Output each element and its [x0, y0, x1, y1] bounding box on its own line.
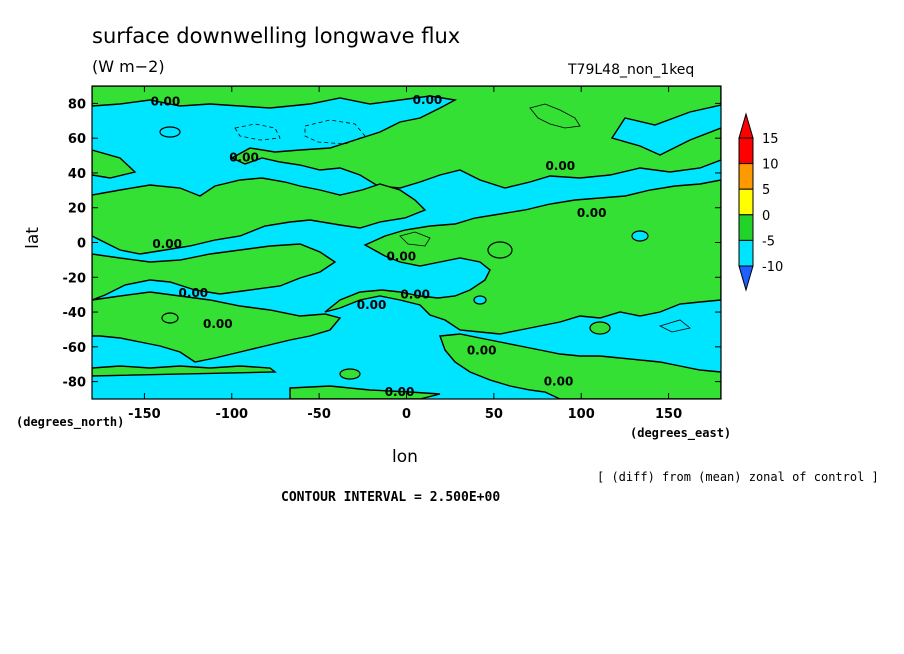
thin-contour — [529, 103, 581, 129]
contour-label: 0.00 — [152, 237, 182, 251]
contour-label: 0.00 — [577, 206, 607, 220]
y-tick-label: -80 — [63, 376, 87, 391]
colorbar-segment — [738, 214, 754, 241]
y-tick-label: 60 — [68, 132, 86, 147]
x-tick-label: 50 — [485, 407, 503, 422]
negative-blob — [631, 230, 649, 242]
positive-region-antarctic — [289, 385, 441, 399]
x-tick-label: 150 — [655, 407, 682, 422]
positive-blob — [589, 321, 611, 335]
negative-blob — [159, 126, 181, 138]
colorbar-label: -10 — [762, 260, 783, 275]
axes: -150 -100 -50 0 50 100 150 80 60 40 20 0 -20 -40 -60 -8… — [63, 86, 721, 422]
positive-region-west — [92, 177, 427, 255]
thin-contour — [399, 231, 431, 247]
colorbar-label: 10 — [762, 158, 779, 173]
y-tick-label: 80 — [68, 97, 86, 112]
dashed-contour — [234, 123, 281, 141]
colorbar-segment — [738, 137, 754, 165]
colorbar: 15 10 5 0 -5 -10 — [738, 112, 783, 292]
contour-labels: 0.00 0.00 0.00 0.00 0.00 0.00 0.00 0.00 0.00 0.00… — [151, 93, 607, 399]
contour-label: 0.00 — [385, 385, 415, 399]
x-tick-label: 0 — [402, 407, 411, 422]
contour-label: 0.00 — [179, 286, 209, 300]
positive-blob — [487, 241, 513, 259]
x-tick-label: 100 — [568, 407, 595, 422]
contour-label: 0.00 — [545, 159, 575, 173]
thin-contour — [658, 319, 691, 333]
chart-title: surface downwelling longwave flux — [92, 24, 461, 48]
colorbar-segment — [738, 239, 754, 267]
contour-label: 0.00 — [229, 150, 259, 164]
positive-blob — [161, 312, 179, 324]
x-tick-label: -50 — [307, 407, 331, 422]
colorbar-label: 0 — [762, 209, 770, 224]
diff-annotation: [ (diff) from (mean) zonal of control ] — [597, 470, 879, 484]
contour-label: 0.00 — [203, 317, 233, 331]
dashed-contour — [304, 119, 366, 145]
contour-label: 0.00 — [467, 343, 497, 357]
colorbar-label: -5 — [762, 234, 775, 249]
run-label: T79L48_non_1keq — [568, 62, 695, 78]
positive-region-south-west — [92, 291, 342, 363]
x-axis-units: (degrees_east) — [630, 426, 732, 440]
positive-region-north-small — [92, 149, 137, 179]
colorbar-label: 15 — [762, 132, 779, 147]
y-axis-units: (degrees_north) — [16, 415, 125, 429]
contour-label: 0.00 — [400, 288, 430, 302]
colorbar-segment — [738, 188, 754, 216]
y-tick-label: 0 — [77, 237, 86, 252]
contour-interval: CONTOUR INTERVAL = 2.500E+00 — [281, 490, 501, 505]
positive-region-north — [92, 86, 721, 189]
positive-regions — [92, 86, 721, 399]
contour-label: 0.00 — [151, 95, 181, 109]
contour-label: 0.00 — [386, 249, 416, 263]
colorbar-label: 5 — [762, 183, 770, 198]
positive-region-south-east — [439, 333, 721, 399]
positive-blob — [339, 368, 361, 380]
colorbar-over-triangle — [738, 112, 754, 139]
y-tick-label: 20 — [68, 202, 86, 217]
contour-label: 0.00 — [357, 298, 387, 312]
positive-region-east — [324, 179, 721, 335]
y-tick-label: 40 — [68, 167, 86, 182]
x-tick-label: -100 — [216, 407, 249, 422]
x-axis-label: lon — [392, 447, 418, 467]
contour-label: 0.00 — [544, 375, 574, 389]
y-tick-label: -20 — [63, 271, 87, 286]
positive-region-mid — [92, 243, 337, 301]
y-tick-label: -40 — [63, 306, 87, 321]
positive-region-south — [92, 365, 277, 377]
y-tick-label: -60 — [63, 341, 87, 356]
negative-blob — [473, 295, 487, 305]
chart-units: (W m−2) — [92, 57, 165, 76]
contour-label: 0.00 — [413, 93, 443, 107]
colorbar-under-triangle — [738, 265, 754, 292]
x-tick-label: -150 — [128, 407, 161, 422]
colorbar-segment — [738, 163, 754, 190]
